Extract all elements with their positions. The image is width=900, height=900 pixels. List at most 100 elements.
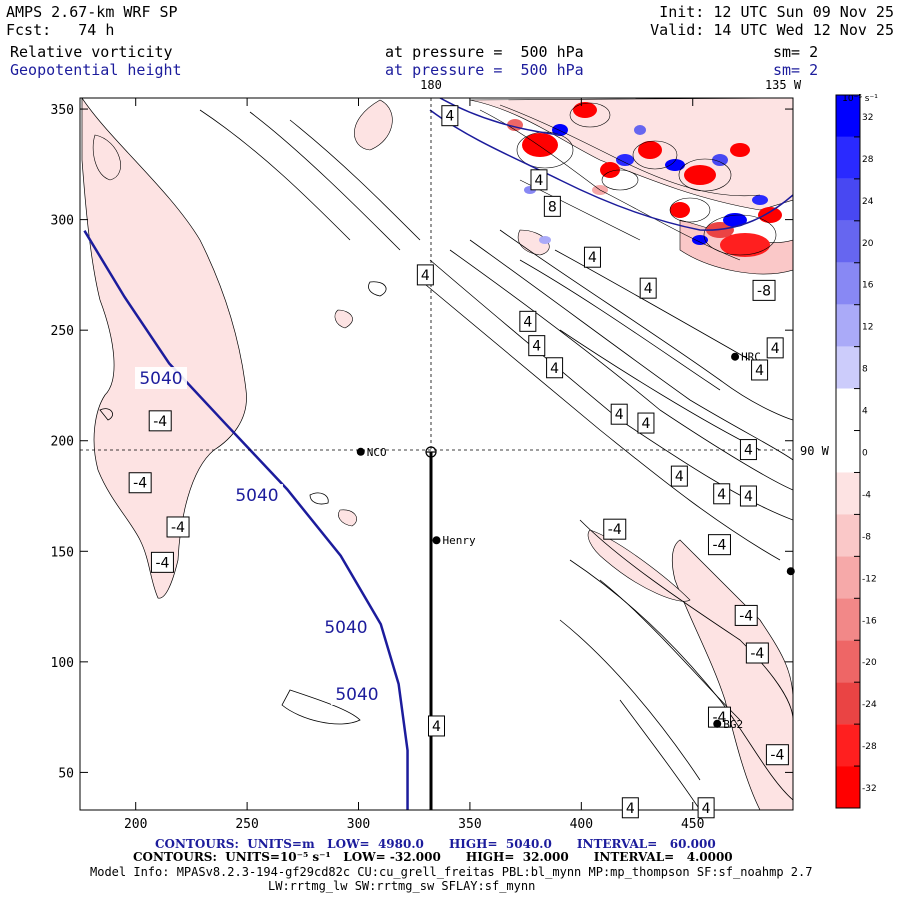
contour-label-box [766, 337, 784, 359]
vorticity-contour-label: -4 [133, 476, 147, 492]
contour-label-box [530, 169, 548, 191]
contour-label-box [148, 410, 172, 432]
vorticity-contour-label: -4 [171, 520, 185, 536]
vorticity-contour-label: 4 [550, 361, 559, 377]
field1-name: Relative vorticity [10, 43, 173, 61]
y-tick-label: 150 [51, 545, 74, 560]
vorticity-contour-label: 4 [675, 469, 684, 485]
colorbar-tick-label: 12 [862, 323, 873, 333]
x-tick-label: 250 [235, 817, 258, 832]
vorticity-contour-label: 4 [588, 250, 597, 266]
neg-vorticity-region-west [81, 98, 247, 599]
station-marker [713, 719, 722, 728]
contour-label-box [150, 551, 174, 573]
colorbar-tick-label: 4 [862, 407, 868, 417]
contour-label-box [128, 472, 152, 494]
x-axis: 200 250 300 350 400 450 [124, 98, 704, 832]
colorbar-tick-label: 20 [862, 239, 874, 249]
colorbar-tick-label: -20 [862, 658, 877, 668]
colorbar-segment [836, 304, 860, 347]
contour-label-box [637, 412, 655, 434]
contour-label-box [546, 357, 564, 379]
contour-label-box [416, 264, 434, 286]
contour-label-box [745, 642, 769, 664]
y-tick-label: 200 [51, 435, 74, 450]
neg-vorticity-blob-4 [338, 509, 357, 527]
contour-label-box [428, 715, 445, 737]
field2-smoothing: sm= 2 [773, 61, 819, 79]
neg-vorticity-blob-6 [587, 529, 691, 602]
colorbar-tick-label: -8 [862, 532, 871, 542]
vorticity-contour-label: 4 [445, 109, 454, 125]
contour-label-box [765, 744, 789, 766]
vorticity-contour-label: -8 [757, 283, 771, 299]
vorticity-contour-label: -4 [155, 555, 169, 571]
station-label: NCO [367, 446, 387, 459]
contour-label-box [707, 534, 731, 556]
vorticity-contour-label: 4 [755, 363, 764, 379]
x-tick-label: 450 [681, 817, 704, 832]
colorbar-segment [836, 682, 860, 725]
geopotential-height-contour [83, 230, 409, 810]
station-label: HRC [741, 351, 761, 364]
colorbar-tick-label: 0 [862, 449, 868, 459]
x-tick-label: 200 [124, 817, 147, 832]
neg-vorticity-blob-5 [517, 229, 550, 256]
colorbar-segment [836, 388, 860, 431]
contour-label-box [739, 485, 757, 507]
contours-height-info: CONTOURS: UNITS=m LOW= 4980.0 HIGH= 5040… [155, 837, 716, 851]
station-marker [731, 352, 740, 361]
station-label: BG2 [723, 718, 743, 731]
contour-label-box [752, 279, 776, 301]
contour-label-box [621, 797, 639, 819]
contour-label-box [528, 335, 546, 357]
station-markers: NCO Henry HRC BG2 [356, 351, 795, 731]
contour-label-box [519, 310, 537, 332]
colorbar-unit: 10⁻⁵ s⁻¹ [842, 94, 878, 104]
contour-label-box [441, 105, 459, 127]
forecast-hour: Fcst: 74 h [6, 21, 115, 39]
contour-label-box [751, 359, 769, 381]
vorticity-contour-label: -4 [712, 538, 726, 554]
vorticity-contour-label: 4 [615, 407, 624, 423]
height-contour-label: 5040 [139, 369, 182, 389]
colorbar-tick-label: 32 [862, 113, 873, 123]
field2-level: at pressure = 500 hPa [385, 61, 584, 79]
vorticity-contour-label: -4 [750, 646, 764, 662]
vorticity-contour-label: -4 [608, 522, 622, 538]
colorbar-segment [836, 724, 860, 767]
neg-vorticity-blob-1 [354, 99, 393, 151]
colorbar-segment [836, 640, 860, 683]
vorticity-contour-label: 4 [744, 489, 753, 505]
plot-frame [79, 97, 794, 811]
lon-90w-label: 90 W [800, 444, 830, 458]
model-info-2: LW:rrtmg_lw SW:rrtmg_sw SFLAY:sf_mynn [268, 879, 536, 893]
vorticity-contour-label: 4 [532, 339, 541, 355]
contour-label-box [734, 604, 758, 626]
contour-label-box [739, 439, 757, 461]
y-tick-label: 100 [51, 656, 74, 671]
height-contour-label: 5040 [235, 486, 278, 506]
colorbar-segment [836, 262, 860, 305]
colorbar-segment [836, 556, 860, 599]
colorbar-segment [836, 766, 860, 808]
colorbar-tick-label: -4 [862, 490, 871, 500]
vorticity-contour-label: 4 [421, 268, 430, 284]
station-marker [356, 447, 365, 456]
vorticity-contour-label: -4 [153, 414, 167, 430]
height-contour-labels: 5040 5040 5040 5040 [135, 367, 383, 705]
height-contour-label: 5040 [324, 618, 367, 638]
station-label: Henry [443, 534, 476, 547]
x-tick-label: 350 [458, 817, 481, 832]
vorticity-cluster [429, 98, 793, 275]
contour-label-box [610, 403, 628, 425]
y-tick-label: 300 [51, 214, 74, 229]
model-title: AMPS 2.67-km WRF SP [6, 3, 178, 21]
neg-vorticity-blob-2 [92, 134, 121, 181]
colorbar: 10⁻⁵ s⁻¹ 32 28 24 20 16 12 8 4 0 -4 -8 -12 -16 -20 -24 -… [835, 94, 878, 809]
y-tick-label: 250 [51, 324, 74, 339]
colorbar-segment [836, 472, 860, 515]
vorticity-contour-lines [99, 109, 793, 810]
